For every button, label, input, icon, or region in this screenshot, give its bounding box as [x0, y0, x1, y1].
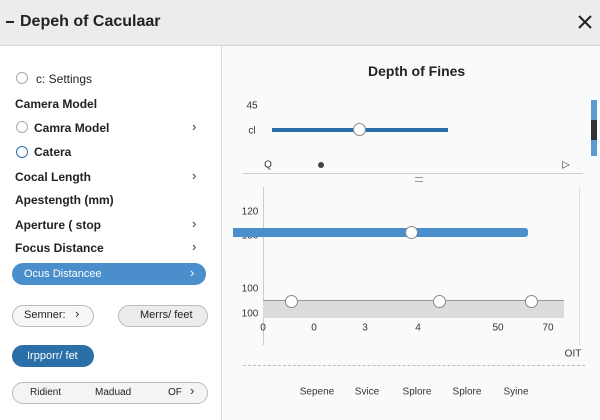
bottom-label[interactable]: Svice [354, 386, 380, 398]
band-knob[interactable] [525, 295, 538, 308]
bottom-label[interactable]: Splore [452, 386, 482, 398]
control[interactable]: ▷ [562, 159, 570, 171]
axis [263, 187, 264, 345]
y-label: 100 [241, 283, 259, 295]
toggle-bar[interactable] [12, 382, 208, 404]
y-label: 100 [241, 308, 259, 320]
control[interactable]: Q [264, 159, 272, 171]
window-title: Depeh of Caculaar [20, 13, 161, 30]
meters-button[interactable] [118, 305, 208, 327]
bar-label: Ridient [30, 387, 62, 398]
x-label: 70 [542, 322, 554, 334]
chevron[interactable]: › [192, 239, 197, 254]
bottom-label[interactable]: Sepene [299, 386, 335, 398]
settings-label: c: Settings [36, 72, 93, 86]
row-label: Focus Distance [15, 241, 104, 255]
bar-label: OF [168, 387, 182, 398]
resize-handle[interactable] [415, 177, 423, 182]
button-label: Merrs/ feet [140, 309, 193, 321]
side-label: OIT [564, 348, 582, 360]
chevron: › [75, 306, 80, 321]
divider [221, 46, 222, 420]
close-button[interactable] [577, 14, 593, 30]
scroll-thumb[interactable] [591, 120, 597, 140]
chevron[interactable]: › [192, 119, 197, 134]
section-label: Camera Model [15, 97, 98, 111]
range-knob[interactable] [405, 226, 418, 239]
option-label: Camra Model [34, 121, 110, 135]
radio[interactable] [16, 121, 28, 133]
header [0, 0, 600, 46]
button-label: Semner: [24, 309, 66, 321]
x-label: 3 [362, 322, 368, 334]
row-label: Cocal Length [15, 170, 92, 184]
bottom-label[interactable]: Splore [402, 386, 432, 398]
range-bar [233, 228, 528, 237]
button-label: Ocus Distancee [24, 268, 102, 280]
y-label: 120 [241, 206, 259, 218]
bottom-label[interactable]: Syine [503, 386, 529, 398]
chevron[interactable]: › [192, 168, 197, 183]
bar-label: Maduad [95, 387, 132, 398]
focus-button[interactable] [12, 263, 206, 285]
x-label: 0 [260, 322, 266, 334]
row-label: Aperture ( stop [15, 218, 102, 232]
x-label: 0 [311, 322, 317, 334]
axis [579, 187, 580, 345]
separator [243, 365, 585, 366]
top-label: cl [248, 125, 256, 137]
chevron: › [190, 383, 195, 398]
chevron: › [190, 265, 195, 280]
slider-knob[interactable] [353, 123, 366, 136]
range-band [263, 300, 564, 318]
top-label: 45 [246, 100, 258, 112]
semner-button[interactable] [12, 305, 94, 327]
row-label: Apestength (mm) [15, 193, 114, 207]
import-button[interactable] [12, 345, 94, 367]
dot [318, 162, 324, 168]
panel-title: Depth of Fines [368, 63, 466, 79]
x-label: 50 [492, 322, 504, 334]
option-label: Catera [34, 145, 72, 159]
x-label: 4 [415, 322, 421, 334]
band-knob[interactable] [285, 295, 298, 308]
radio[interactable] [16, 72, 28, 84]
menu-icon[interactable] [6, 21, 14, 23]
chevron[interactable]: › [192, 216, 197, 231]
band-knob[interactable] [433, 295, 446, 308]
button-label: Irpporr/ fet [27, 350, 78, 362]
radio[interactable] [16, 146, 28, 158]
separator [243, 173, 583, 174]
